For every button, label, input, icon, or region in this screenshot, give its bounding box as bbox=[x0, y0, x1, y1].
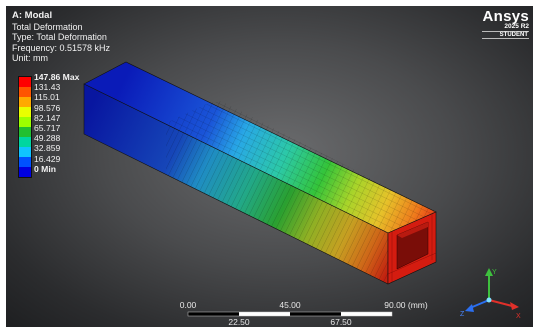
legend-swatch bbox=[19, 77, 31, 87]
legend-value: 0 Min bbox=[34, 163, 56, 174]
legend-value: 98.576 bbox=[34, 102, 61, 113]
legend-swatch bbox=[19, 87, 31, 97]
graphics-viewport[interactable]: A: Modal Total Deformation Type: Total D… bbox=[6, 6, 533, 327]
legend-swatch bbox=[19, 147, 31, 157]
logo-version: 2025 R2 bbox=[504, 23, 529, 30]
triad-x-label: X bbox=[516, 313, 521, 320]
legend-value: 131.43 bbox=[34, 82, 61, 93]
legend-value: 49.288 bbox=[34, 133, 61, 144]
legend-swatch bbox=[19, 117, 31, 127]
result-name: Total Deformation bbox=[12, 21, 83, 32]
result-unit: Unit: mm bbox=[12, 53, 48, 63]
scale-label-45: 45.00 bbox=[279, 300, 301, 310]
analysis-system: A: Modal bbox=[12, 10, 53, 21]
legend-swatch bbox=[19, 127, 31, 137]
logo-brand: Ansys bbox=[482, 8, 529, 25]
mode-frequency: Frequency: 0.51578 kHz bbox=[12, 42, 111, 53]
legend-value: 147.86 Max bbox=[34, 72, 80, 82]
legend-swatch bbox=[19, 167, 31, 177]
result-info: A: Modal Total Deformation Type: Total D… bbox=[12, 10, 111, 64]
legend-color-bar bbox=[18, 76, 32, 178]
scale-label-67-5: 67.50 bbox=[330, 317, 352, 327]
coordinate-triad[interactable]: Y Z X bbox=[454, 264, 524, 324]
scale-label-0: 0.00 bbox=[179, 300, 197, 310]
scale-label-90: 90.00 (mm) bbox=[384, 300, 428, 310]
legend-value: 65.717 bbox=[34, 123, 61, 133]
triad-y-label: Y bbox=[492, 269, 497, 276]
student-badge: STUDENT bbox=[482, 31, 529, 39]
triad-z-label: Z bbox=[460, 311, 465, 318]
result-type: Type: Total Deformation bbox=[12, 32, 107, 42]
scale-bar bbox=[187, 311, 393, 317]
legend-value: 32.859 bbox=[34, 143, 61, 154]
legend-value: 115.01 bbox=[34, 92, 60, 103]
legend-value: 16.429 bbox=[34, 153, 61, 164]
deformed-beam-model[interactable] bbox=[6, 6, 533, 327]
legend-value: 82.147 bbox=[34, 112, 61, 123]
scale-label-22-5: 22.50 bbox=[228, 317, 250, 327]
legend-swatch bbox=[19, 137, 31, 147]
legend-swatch bbox=[19, 97, 31, 107]
legend-swatch bbox=[19, 107, 31, 117]
legend-swatch bbox=[19, 157, 31, 167]
ansys-logo: Ansys 2025 R2 STUDENT bbox=[482, 8, 529, 39]
